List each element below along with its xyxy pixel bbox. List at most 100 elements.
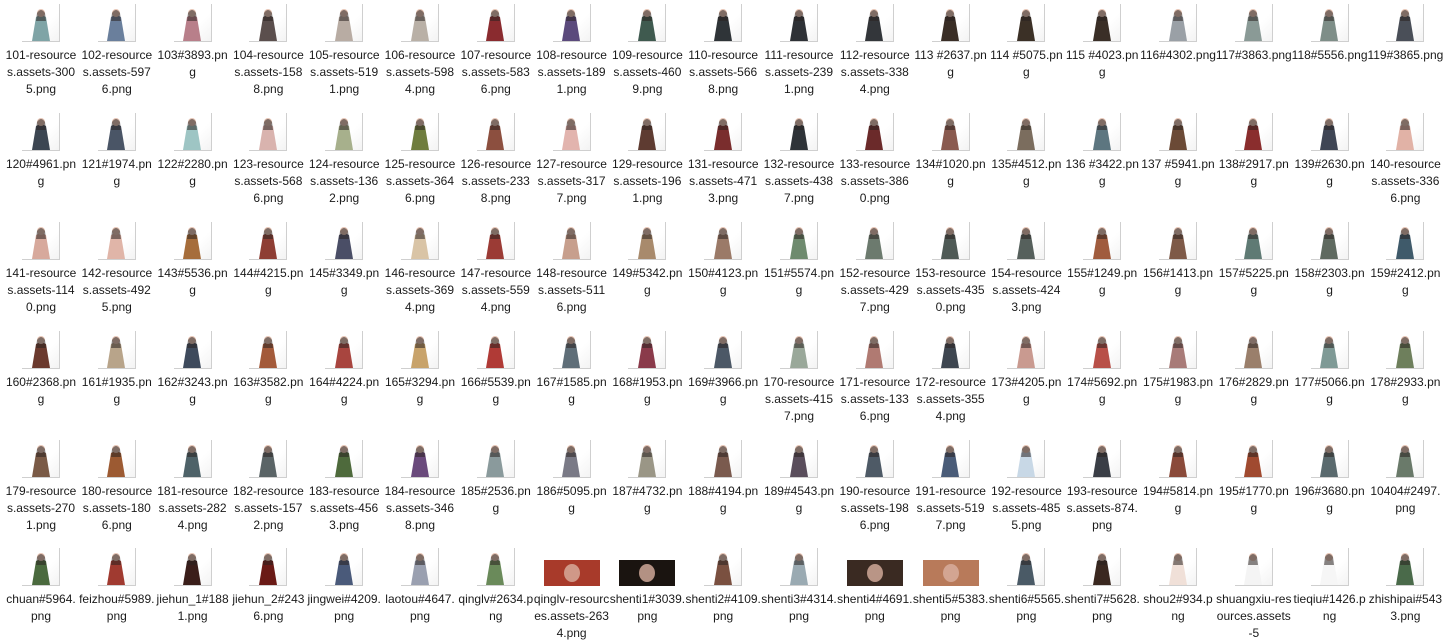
file-item[interactable]: 195#1770.png xyxy=(1216,440,1292,517)
file-item[interactable]: 10404#2497.png xyxy=(1367,440,1443,517)
file-item[interactable]: 181-resources.assets-2824.png xyxy=(155,440,231,534)
file-item[interactable]: 185#2536.png xyxy=(458,440,534,517)
file-item[interactable]: 160#2368.png xyxy=(3,331,79,408)
file-item[interactable]: 146-resources.assets-3694.png xyxy=(382,222,458,316)
file-item[interactable]: shuangxiu-resources.assets-5 xyxy=(1216,548,1292,642)
file-item[interactable]: 113 #2637.png xyxy=(913,4,989,81)
file-item[interactable]: 119#3865.png xyxy=(1367,4,1443,64)
file-item[interactable]: 148-resources.assets-5116.png xyxy=(534,222,610,316)
file-item[interactable]: 145#3349.png xyxy=(306,222,382,299)
file-item[interactable]: shenti1#3039.png xyxy=(609,548,685,625)
file-item[interactable]: 140-resources.assets-3366.png xyxy=(1367,113,1443,207)
file-item[interactable]: 136 #3422.png xyxy=(1064,113,1140,190)
file-item[interactable]: 158#2303.png xyxy=(1292,222,1368,299)
file-item[interactable]: 175#1983.png xyxy=(1140,331,1216,408)
file-item[interactable]: 105-resources.assets-5191.png xyxy=(306,4,382,98)
file-item[interactable]: shenti3#4314.png xyxy=(761,548,837,625)
file-item[interactable]: 152-resources.assets-4297.png xyxy=(837,222,913,316)
file-item[interactable]: 167#1585.png xyxy=(534,331,610,408)
file-item[interactable]: 153-resources.assets-4350.png xyxy=(913,222,989,316)
file-item[interactable]: tieqiu#1426.png xyxy=(1292,548,1368,625)
file-item[interactable]: 156#1413.png xyxy=(1140,222,1216,299)
file-item[interactable]: 170-resources.assets-4157.png xyxy=(761,331,837,425)
file-item[interactable]: 165#3294.png xyxy=(382,331,458,408)
file-item[interactable]: 135#4512.png xyxy=(988,113,1064,190)
file-item[interactable]: 125-resources.assets-3646.png xyxy=(382,113,458,207)
file-item[interactable]: 109-resources.assets-4609.png xyxy=(609,4,685,98)
file-item[interactable]: 174#5692.png xyxy=(1064,331,1140,408)
file-item[interactable]: jingwei#4209.png xyxy=(306,548,382,625)
file-item[interactable]: 171-resources.assets-1336.png xyxy=(837,331,913,425)
file-item[interactable]: 111-resources.assets-2391.png xyxy=(761,4,837,98)
file-item[interactable]: 184-resources.assets-3468.png xyxy=(382,440,458,534)
file-item[interactable]: 183-resources.assets-4563.png xyxy=(306,440,382,534)
file-item[interactable]: 172-resources.assets-3554.png xyxy=(913,331,989,425)
file-item[interactable]: 132-resources.assets-4387.png xyxy=(761,113,837,207)
file-item[interactable]: zhishipai#5433.png xyxy=(1367,548,1443,625)
file-item[interactable]: 179-resources.assets-2701.png xyxy=(3,440,79,534)
file-item[interactable]: 110-resources.assets-5668.png xyxy=(685,4,761,98)
file-item[interactable]: 161#1935.png xyxy=(79,331,155,408)
file-item[interactable]: 188#4194.png xyxy=(685,440,761,517)
file-item[interactable]: 138#2917.png xyxy=(1216,113,1292,190)
file-item[interactable]: 141-resources.assets-1140.png xyxy=(3,222,79,316)
file-item[interactable]: 191-resources.assets-5197.png xyxy=(913,440,989,534)
file-item[interactable]: 122#2280.png xyxy=(155,113,231,190)
file-item[interactable]: chuan#5964.png xyxy=(3,548,79,625)
file-item[interactable]: 168#1953.png xyxy=(609,331,685,408)
file-item[interactable]: shou2#934.png xyxy=(1140,548,1216,625)
file-item[interactable]: 196#3680.png xyxy=(1292,440,1368,517)
file-item[interactable]: 127-resources.assets-3177.png xyxy=(534,113,610,207)
file-item[interactable]: 190-resources.assets-1986.png xyxy=(837,440,913,534)
file-item[interactable]: 107-resources.assets-5836.png xyxy=(458,4,534,98)
file-item[interactable]: 102-resources.assets-5976.png xyxy=(79,4,155,98)
file-item[interactable]: 120#4961.png xyxy=(3,113,79,190)
file-item[interactable]: shenti2#4109.png xyxy=(685,548,761,625)
file-item[interactable]: shenti4#4691.png xyxy=(837,548,913,625)
file-item[interactable]: 121#1974.png xyxy=(79,113,155,190)
file-item[interactable]: 151#5574.png xyxy=(761,222,837,299)
file-item[interactable]: 124-resources.assets-1362.png xyxy=(306,113,382,207)
file-item[interactable]: 118#5556.png xyxy=(1292,4,1368,64)
file-item[interactable]: 117#3863.png xyxy=(1216,4,1292,64)
file-item[interactable]: 108-resources.assets-1891.png xyxy=(534,4,610,98)
file-item[interactable]: shenti7#5628.png xyxy=(1064,548,1140,625)
file-item[interactable]: 144#4215.png xyxy=(230,222,306,299)
file-item[interactable]: 177#5066.png xyxy=(1292,331,1368,408)
file-item[interactable]: 164#4224.png xyxy=(306,331,382,408)
file-item[interactable]: shenti5#5383.png xyxy=(913,548,989,625)
file-item[interactable]: 126-resources.assets-2338.png xyxy=(458,113,534,207)
file-item[interactable]: 178#2933.png xyxy=(1367,331,1443,408)
file-item[interactable]: 112-resources.assets-3384.png xyxy=(837,4,913,98)
file-item[interactable]: 114 #5075.png xyxy=(988,4,1064,81)
file-item[interactable]: 150#4123.png xyxy=(685,222,761,299)
file-item[interactable]: 133-resources.assets-3860.png xyxy=(837,113,913,207)
file-item[interactable]: 162#3243.png xyxy=(155,331,231,408)
file-item[interactable]: jiehun_2#2436.png xyxy=(230,548,306,625)
file-item[interactable]: shenti6#5565.png xyxy=(988,548,1064,625)
file-item[interactable]: 187#4732.png xyxy=(609,440,685,517)
file-item[interactable]: 139#2630.png xyxy=(1292,113,1368,190)
file-item[interactable]: 103#3893.png xyxy=(155,4,231,81)
file-item[interactable]: 166#5539.png xyxy=(458,331,534,408)
file-item[interactable]: 137 #5941.png xyxy=(1140,113,1216,190)
file-item[interactable]: 176#2829.png xyxy=(1216,331,1292,408)
file-item[interactable]: 115 #4023.png xyxy=(1064,4,1140,81)
file-item[interactable]: 157#5225.png xyxy=(1216,222,1292,299)
file-item[interactable]: 189#4543.png xyxy=(761,440,837,517)
file-item[interactable]: 129-resources.assets-1961.png xyxy=(609,113,685,207)
file-item[interactable]: 143#5536.png xyxy=(155,222,231,299)
file-item[interactable]: jiehun_1#1881.png xyxy=(155,548,231,625)
file-item[interactable]: 173#4205.png xyxy=(988,331,1064,408)
file-item[interactable]: qinglv-resources.assets-2634.png xyxy=(534,548,610,642)
file-item[interactable]: laotou#4647.png xyxy=(382,548,458,625)
file-item[interactable]: 101-resources.assets-3005.png xyxy=(3,4,79,98)
file-item[interactable]: 194#5814.png xyxy=(1140,440,1216,517)
file-item[interactable]: 163#3582.png xyxy=(230,331,306,408)
file-item[interactable]: 149#5342.png xyxy=(609,222,685,299)
file-item[interactable]: 147-resources.assets-5594.png xyxy=(458,222,534,316)
file-item[interactable]: 131-resources.assets-4713.png xyxy=(685,113,761,207)
file-item[interactable]: 154-resources.assets-4243.png xyxy=(988,222,1064,316)
file-item[interactable]: 180-resources.assets-1806.png xyxy=(79,440,155,534)
file-item[interactable]: 159#2412.png xyxy=(1367,222,1443,299)
